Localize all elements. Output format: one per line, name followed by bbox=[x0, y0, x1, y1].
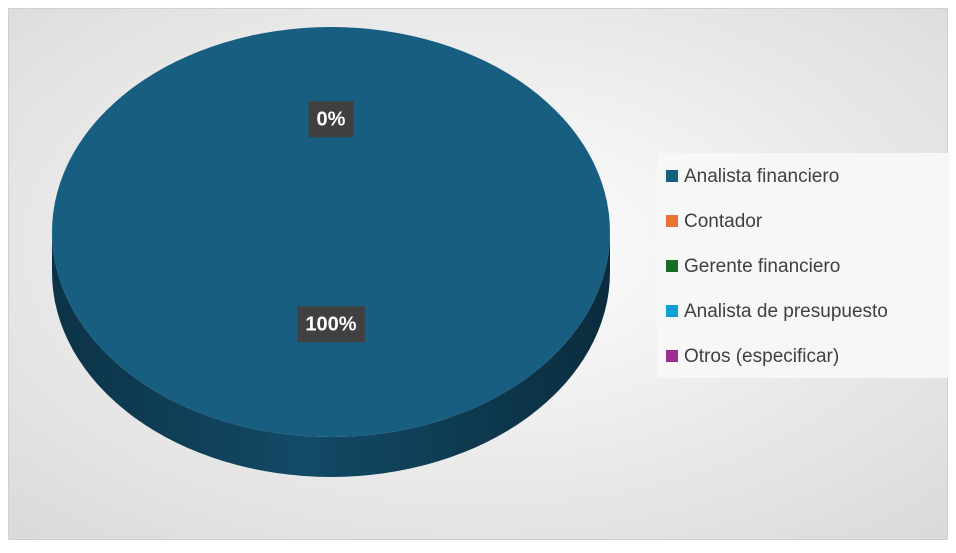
pie-slice bbox=[52, 27, 610, 437]
legend-label: Analista de presupuesto bbox=[684, 301, 888, 322]
legend-label: Gerente financiero bbox=[684, 256, 840, 277]
legend-box bbox=[657, 153, 950, 378]
data-label: 100% bbox=[305, 314, 356, 336]
legend-label: Analista financiero bbox=[684, 166, 839, 187]
pie-side bbox=[52, 232, 610, 477]
legend-swatch bbox=[666, 215, 678, 227]
legend-swatch bbox=[666, 260, 678, 272]
legend-swatch bbox=[666, 170, 678, 182]
legend-swatch bbox=[666, 350, 678, 362]
legend-label: Contador bbox=[684, 211, 763, 232]
legend-swatch bbox=[666, 305, 678, 317]
data-label-box bbox=[297, 306, 365, 343]
legend-label: Otros (especificar) bbox=[684, 346, 839, 367]
data-label: 0% bbox=[317, 109, 346, 131]
data-label-box bbox=[308, 101, 354, 138]
